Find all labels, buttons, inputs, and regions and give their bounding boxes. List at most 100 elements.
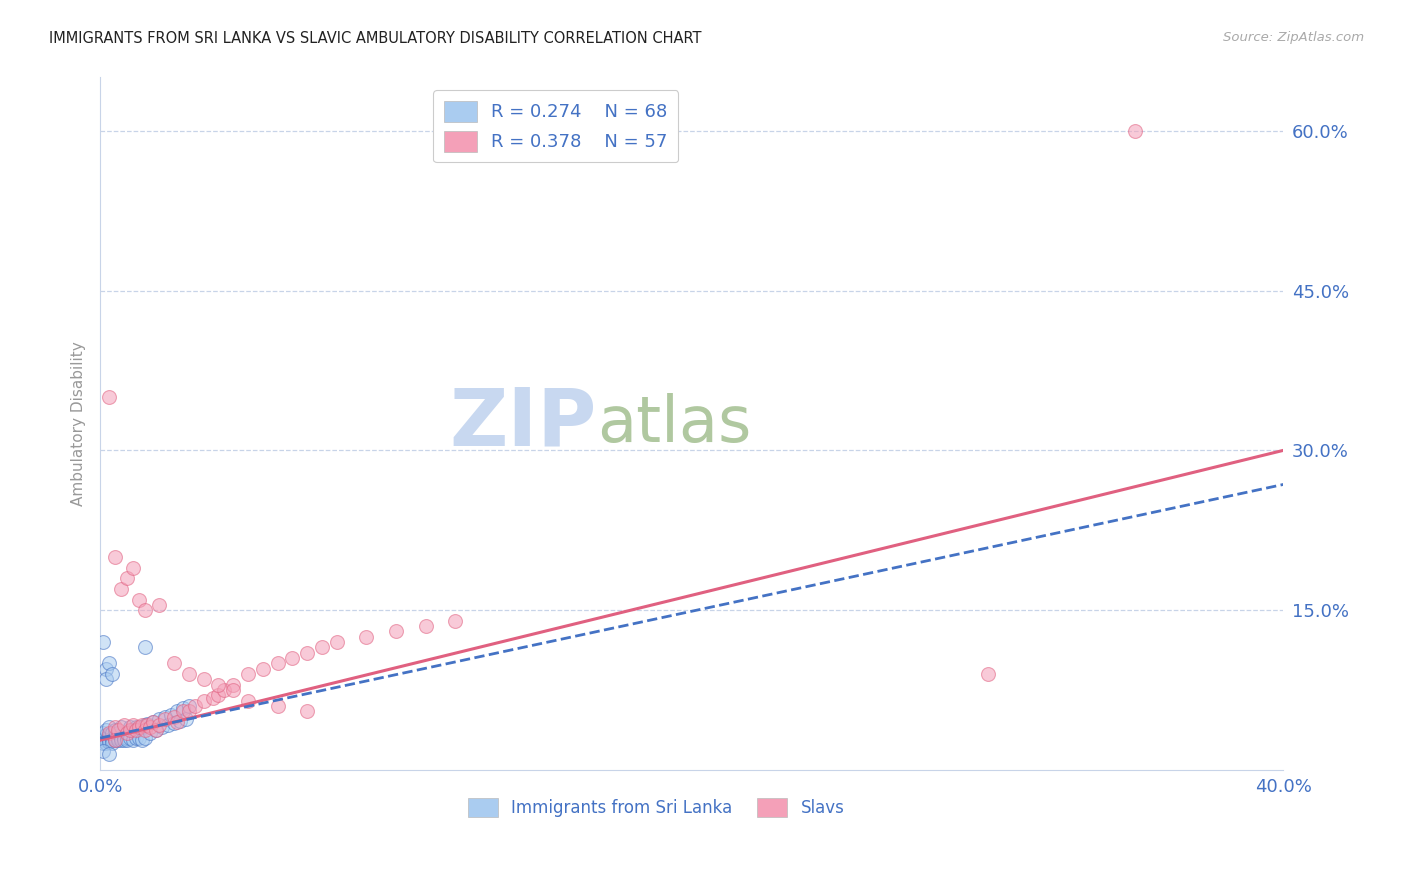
Text: IMMIGRANTS FROM SRI LANKA VS SLAVIC AMBULATORY DISABILITY CORRELATION CHART: IMMIGRANTS FROM SRI LANKA VS SLAVIC AMBU… [49,31,702,46]
Point [139,720,162,734]
Point [104,733,127,747]
Point [131,720,153,734]
Point [214,683,236,698]
Point [145,723,167,737]
Point [295,646,318,660]
Point [91,729,114,743]
Y-axis label: Ambulatory Disability: Ambulatory Disability [72,342,86,506]
Point [94,731,117,745]
Point [128,731,150,745]
Point [134,718,156,732]
Point [163,710,186,724]
Point [112,733,135,747]
Point [98,728,121,742]
Point [150,720,173,734]
Point [104,549,127,564]
Point [94,733,117,747]
Text: atlas: atlas [598,392,751,455]
Point [118,723,141,737]
Point [266,699,288,714]
Point [193,673,215,687]
Point [121,560,143,574]
Point [311,640,333,655]
Point [131,733,153,747]
Point [91,725,114,739]
Point [136,717,159,731]
Point [110,731,132,745]
Point [163,657,186,671]
Point [121,723,143,737]
Point [101,667,124,681]
Legend: Immigrants from Sri Lanka, Slavs: Immigrants from Sri Lanka, Slavs [461,791,851,824]
Point [134,731,156,745]
Point [128,720,150,734]
Point [104,733,127,747]
Point [172,701,194,715]
Point [177,667,200,681]
Text: ZIP: ZIP [450,384,598,463]
Point [356,630,378,644]
Point [94,673,117,687]
Point [110,582,132,596]
Point [98,720,121,734]
Point [104,729,127,743]
Point [1125,124,1147,138]
Point [184,699,207,714]
Point [124,720,146,734]
Point [101,731,124,745]
Point [166,714,188,729]
Point [207,678,229,692]
Point [236,667,259,681]
Point [145,723,167,737]
Point [128,723,150,737]
Point [94,736,117,750]
Point [281,651,304,665]
Point [174,712,197,726]
Point [90,731,112,745]
Point [172,705,194,719]
Point [976,667,998,681]
Point [104,723,127,737]
Point [112,731,135,745]
Point [91,733,114,747]
Point [91,736,114,750]
Point [222,683,245,698]
Point [163,716,186,731]
Text: Source: ZipAtlas.com: Source: ZipAtlas.com [1223,31,1364,45]
Point [107,723,129,737]
Point [155,710,177,724]
Point [115,725,138,739]
Point [94,728,117,742]
Point [124,723,146,737]
Point [107,725,129,739]
Point [104,731,127,745]
Point [236,694,259,708]
Point [252,662,274,676]
Point [110,720,132,734]
Point [91,744,114,758]
Point [91,635,114,649]
Point [98,390,121,404]
Point [148,718,170,732]
Point [101,725,124,739]
Point [104,720,127,734]
Point [107,731,129,745]
Point [134,640,156,655]
Point [98,733,121,747]
Point [110,733,132,747]
Point [157,718,180,732]
Point [94,723,117,737]
Point [98,657,121,671]
Point [136,718,159,732]
Point [266,657,288,671]
Point [444,614,467,628]
Point [207,689,229,703]
Point [148,712,170,726]
Point [155,712,177,726]
Point [295,705,318,719]
Point [177,699,200,714]
Point [148,598,170,612]
Point [112,718,135,732]
Point [121,718,143,732]
Point [139,725,162,739]
